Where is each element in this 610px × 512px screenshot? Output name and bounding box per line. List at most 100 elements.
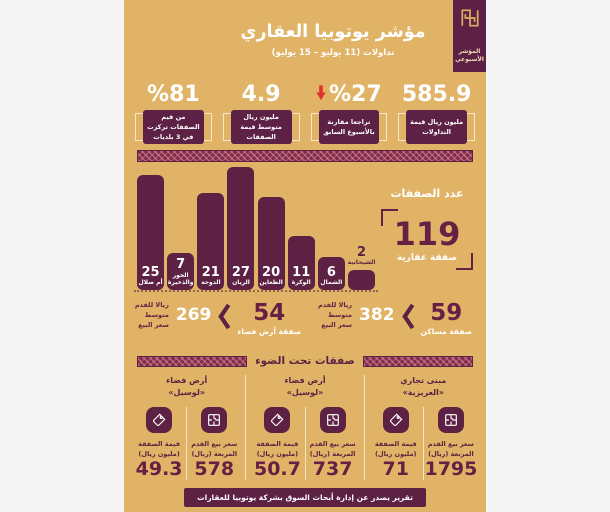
bar-doha: 21 الدوحة [197,165,225,291]
bar-labels: 27 الريان [231,264,250,287]
metric-label: سعر بيع القدم المربعة (ريال) [309,440,356,459]
bar [348,270,375,291]
price-tag-icon [146,407,173,434]
bar [137,175,165,291]
deal-value-metric: قيمة الصفقة (مليون ريال) 71 [369,407,423,480]
bar-alshehaniya: 2 الشيحانية [348,165,375,291]
sqft-price-metric: سعر بيع القدم المربعة (ريال) 578 [186,407,241,481]
price-number: 269 [175,305,212,326]
bar [257,197,285,291]
bar-chart: 2 الشيحانية 6 الشمال 11 الوكرة [134,165,378,293]
stat-label: مليون ريال متوسط قيمة الصفقات [230,110,292,145]
header: مؤشر يوتوبيا العقاري تداولات (11 يوليو –… [124,22,486,58]
bar [287,236,315,291]
deal-name: أرض فضاء «لوسيل» [284,376,326,398]
bar [317,257,345,291]
price-tag-icon [382,407,409,434]
bar [167,253,195,291]
stat-label-box: مليون ريال قيمة التداولات [398,110,475,145]
metric-value: 71 [382,458,409,481]
metric-value: 49.3 [135,458,183,481]
sqft-price-metric: سعر بيع القدم المربعة (ريال) 1795 [422,407,478,481]
spotlight-deals: مبنى تجاري «العزيزية» سعر بيع القدم المر… [128,375,482,481]
bar-aldaayen: 20 الظعاين [257,165,285,291]
stat-number: 585.9 [401,82,472,108]
metric-value: 1795 [424,458,478,481]
stat-trades-value: 585.9 مليون ريال قيمة التداولات [395,82,478,145]
spotlight-deal-aziziya: مبنى تجاري «العزيزية» سعر بيع القدم المر… [363,375,482,481]
stat-number: %27 [308,83,391,107]
count-caption: صفقة مساكن [420,327,472,337]
vacant-land-deals-stat: 54 صفقة أرض فضاء 269 ريالا للقدم متوسط س… [128,300,305,337]
price-caption: ريالا للقدم متوسط سعر البيع [318,301,353,330]
bar-labels: 25 أم صلال [138,264,163,287]
stat-weekly-change: %27 تراجعا مقارنة بالأسبوع السابق [308,83,391,145]
deal-name: مبنى تجاري «العزيزية» [400,376,447,398]
stat-number: 4.9 [241,82,281,108]
bar-alkhor: 7 الخور والذخيرة [167,165,195,291]
deal-metrics: سعر بيع القدم المربعة (ريال) 1795 قيمة ا… [369,407,478,481]
stat-avg-deal-value: 4.9 مليون ريال متوسط قيمة الصفقات [220,82,303,145]
weekly-index-badge: المؤشر الأسبوعي [453,0,486,72]
page-subtitle: تداولات (11 يوليو – 15 يوليو) [271,48,395,59]
bar-alrayyan: 27 الريان [227,165,255,291]
deal-metrics: سعر بيع القدم المربعة (ريال) 578 قيمة ال… [132,407,241,481]
bar-umm-salal: 25 أم صلال [137,165,165,291]
bar [197,193,225,291]
corner-bracket-icon [456,253,474,271]
bar-labels: 21 الدوحة [201,264,221,287]
total-deals-number: 119 [393,215,461,254]
stat-label: من قيم الصفقات تركزت في 3 بلديات [143,110,204,145]
chart-title: عدد الصفقات [390,187,464,201]
deals-chart-section: عدد الصفقات 119 صفقة عقارية 2 الشيحانية … [134,165,476,293]
metric-label: قيمة الصفقة (مليون ريال) [138,440,180,459]
corner-bracket-icon [380,209,398,227]
sqft-price-metric: سعر بيع القدم المربعة (ريال) 737 [304,407,360,481]
metric-label: قيمة الصفقة (مليون ريال) [256,440,299,459]
floor-plan-icon [319,407,346,434]
count-number: 54 [253,300,286,327]
deal-metrics: سعر بيع القدم المربعة (ريال) 737 قيمة ال… [250,407,360,481]
deal-value-metric: قيمة الصفقة (مليون ريال) 50.7 [250,407,304,480]
spotlight-deal-lusail-2: أرض فضاء «لوسيل» سعر بيع القدم المربعة (… [128,375,245,481]
spotlight-title-row: صفقات تحت الضوء [137,355,473,367]
stat-number-text: %27 [329,82,382,108]
page-title: مؤشر يوتوبيا العقاري [240,22,426,42]
bar-alshamal: 6 الشمال [317,165,345,291]
metric-label: سعر بيع القدم المربعة (ريال) [427,440,474,459]
badge-label: المؤشر الأسبوعي [455,47,484,64]
bar-labels: 6 الشمال [320,264,343,287]
housing-deals-stat: 59 صفقة مساكن 382 ريالا للقدم متوسط سعر … [305,300,482,337]
metric-value: 578 [194,458,235,481]
metric-value: 50.7 [253,458,301,481]
stat-label: مليون ريال قيمة التداولات [406,110,467,145]
infographic-poster: المؤشر الأسبوعي مؤشر يوتوبيا العقاري تدا… [124,0,486,512]
count-number: 59 [430,300,463,327]
bar-labels: 2 الشيحانية [347,244,376,267]
red-down-arrow-icon [316,84,326,106]
chart-summary: عدد الصفقات 119 صفقة عقارية [378,165,476,292]
metric-label: قيمة الصفقة (مليون ريال) [374,440,417,459]
deal-name: أرض فضاء «لوسيل» [166,376,208,398]
price-caption: ريالا للقدم متوسط سعر البيع [134,301,169,330]
bar-labels: 7 الخور والذخيرة [167,256,194,287]
spotlight-deal-lusail-1: أرض فضاء «لوسيل» سعر بيع القدم المربعة (… [245,375,363,481]
deal-value-metric: قيمة الصفقة (مليون ريال) 49.3 [132,407,186,480]
chevron-left-icon [401,303,414,330]
count-block: 54 صفقة أرض فضاء [237,300,302,337]
total-deals: 119 صفقة عقارية [380,209,474,271]
top-stats-row: 585.9 مليون ريال قيمة التداولات %27 تراج… [132,82,478,145]
decorative-pattern-band [362,355,473,367]
bar-alwakrah: 11 الوكرة [287,165,315,291]
count-caption: صفقة أرض فضاء [237,327,302,337]
mid-stats-row: 59 صفقة مساكن 382 ريالا للقدم متوسط سعر … [128,300,482,337]
count-block: 59 صفقة مساكن [420,300,472,337]
decorative-pattern-band [137,355,248,367]
metric-value: 737 [312,458,353,481]
stat-concentration: %81 من قيم الصفقات تركزت في 3 بلديات [132,83,215,145]
price-number: 382 [359,305,395,326]
source-note: تقرير يصدر عن إدارة أبحاث السوق بشركة يو… [184,488,426,507]
total-deals-caption: صفقة عقارية [396,253,458,264]
floor-plan-icon [201,407,228,434]
bar-labels: 20 الظعاين [259,264,283,287]
